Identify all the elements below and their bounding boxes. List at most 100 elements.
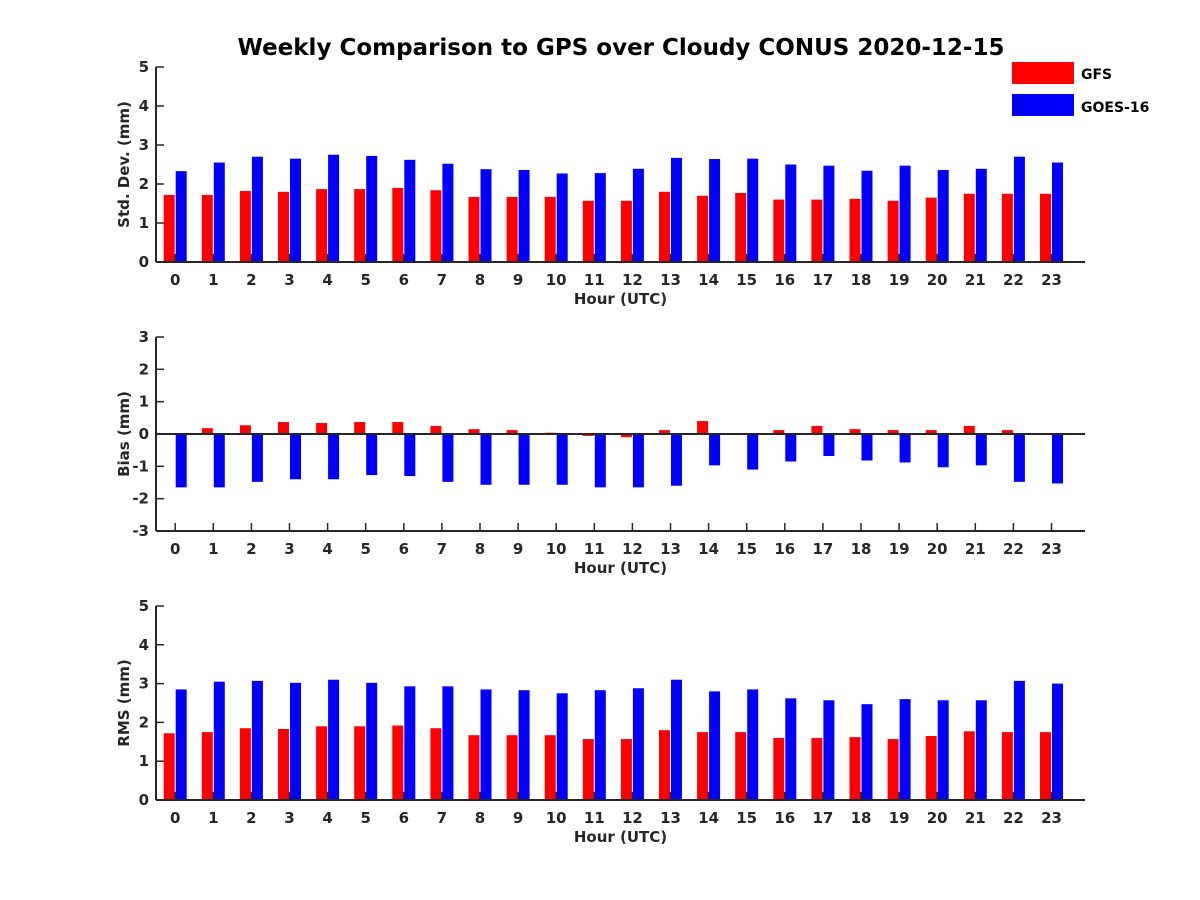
- rms-bar-gfs-hour-3: [278, 729, 289, 800]
- std-dev-x-tick-label: 10: [546, 271, 567, 289]
- rms-bar-goes16-hour-21: [975, 700, 987, 800]
- rms-bar-goes16-hour-1: [213, 681, 225, 800]
- std-dev-bar-gfs-hour-17: [811, 199, 823, 262]
- bias-bar-gfs-hour-13: [659, 430, 670, 434]
- rms-bar-goes16-hour-4: [328, 679, 340, 800]
- bias-x-tick-label: 8: [475, 540, 485, 558]
- bias-x-tick-label: 7: [437, 540, 447, 558]
- std-dev-bar-goes16-hour-0: [175, 171, 187, 262]
- std-dev-bar-goes16-hour-21: [975, 168, 987, 262]
- rms-bar-goes16-hour-0: [175, 689, 187, 800]
- bias-bar-goes16-hour-0: [175, 434, 187, 488]
- bias-x-tick-label: 14: [698, 540, 719, 558]
- bias-x-tick-label: 21: [965, 540, 986, 558]
- std-dev-bar-goes16-hour-14: [709, 159, 721, 262]
- rms-bar-gfs-hour-2: [239, 728, 251, 800]
- std-dev-y-axis-label: Std. Dev. (mm): [115, 101, 133, 228]
- rms-y-tick-label: 2: [139, 713, 149, 731]
- rms-bar-gfs-hour-19: [887, 739, 899, 800]
- rms-x-tick-label: 8: [475, 809, 485, 827]
- bias-bar-gfs-hour-3: [278, 422, 289, 434]
- std-dev-bar-gfs-hour-20: [925, 197, 937, 262]
- std-dev-bar-gfs-hour-21: [963, 193, 975, 262]
- std-dev-bar-gfs-hour-10: [544, 196, 556, 262]
- bias-bar-goes16-hour-1: [213, 434, 225, 488]
- bias-x-tick-label: 1: [208, 540, 218, 558]
- bias-x-tick-label: 17: [812, 540, 833, 558]
- rms-bars: [163, 679, 1063, 800]
- rms-x-tick-label: 17: [812, 809, 833, 827]
- std-dev-x-tick-label: 14: [698, 271, 719, 289]
- std-dev-x-tick-label: 9: [513, 271, 523, 289]
- bias-bar-gfs-hour-6: [392, 422, 404, 434]
- rms-x-tick-label: 1: [208, 809, 218, 827]
- rms-x-tick-label: 16: [774, 809, 795, 827]
- std-dev-x-tick-label: 15: [736, 271, 757, 289]
- rms-bar-gfs-hour-8: [468, 735, 480, 800]
- rms-x-tick-label: 0: [170, 809, 180, 827]
- rms-x-tick-label: 10: [546, 809, 567, 827]
- rms-bar-goes16-hour-23: [1052, 683, 1063, 800]
- std-dev-bar-goes16-hour-23: [1052, 162, 1063, 262]
- bias-bar-goes16-hour-18: [861, 434, 873, 461]
- rms-bar-goes16-hour-11: [594, 690, 606, 800]
- std-dev-x-tick-label: 20: [927, 271, 948, 289]
- rms-bar-gfs-hour-6: [392, 725, 404, 800]
- std-dev-bar-goes16-hour-9: [518, 169, 530, 262]
- rms-x-tick-label: 4: [322, 809, 332, 827]
- std-dev-bar-gfs-hour-9: [506, 196, 518, 262]
- bias-bar-goes16-hour-15: [747, 434, 759, 470]
- rms-x-tick-label: 21: [965, 809, 986, 827]
- rms-bar-gfs-hour-0: [163, 733, 175, 800]
- bias-x-tick-label: 19: [889, 540, 910, 558]
- std-dev-bar-goes16-hour-12: [632, 168, 644, 262]
- bias-bar-gfs-hour-8: [468, 429, 480, 434]
- rms-bar-gfs-hour-21: [963, 731, 975, 800]
- std-dev-bar-goes16-hour-6: [404, 159, 416, 262]
- std-dev-y-tick-label: 4: [139, 97, 149, 115]
- std-dev-bar-gfs-hour-13: [659, 191, 670, 262]
- bias-x-tick-label: 6: [399, 540, 409, 558]
- legend: GFS GOES-16: [1012, 62, 1149, 116]
- rms-bar-goes16-hour-20: [937, 700, 949, 800]
- rms-y-axis-label: RMS (mm): [115, 659, 133, 746]
- std-dev-bar-goes16-hour-19: [899, 165, 911, 262]
- std-dev-bar-goes16-hour-11: [594, 173, 606, 262]
- rms-bar-goes16-hour-15: [747, 689, 759, 800]
- bias-bar-goes16-hour-14: [709, 434, 721, 466]
- std-dev-x-tick-label: 8: [475, 271, 485, 289]
- rms-x-tick-label: 11: [584, 809, 605, 827]
- rms-bar-gfs-hour-18: [849, 737, 861, 800]
- std-dev-bar-goes16-hour-17: [823, 165, 835, 262]
- rms-x-tick-label: 7: [437, 809, 447, 827]
- bias-bar-gfs-hour-1: [201, 428, 213, 434]
- bias-bar-goes16-hour-5: [366, 434, 378, 476]
- rms-x-tick-label: 20: [927, 809, 948, 827]
- bias-x-tick-label: 2: [246, 540, 256, 558]
- rms-bar-goes16-hour-16: [785, 698, 797, 800]
- rms-x-tick-label: 13: [660, 809, 681, 827]
- rms-bar-goes16-hour-5: [366, 682, 378, 800]
- rms-y-tick-label: 5: [139, 597, 149, 615]
- bias-bars: [175, 421, 1063, 488]
- rms-bar-gfs-hour-22: [1001, 732, 1013, 800]
- std-dev-bar-goes16-hour-20: [937, 169, 949, 262]
- std-dev-x-tick-label: 11: [584, 271, 605, 289]
- bias-bar-goes16-hour-16: [785, 434, 797, 462]
- bias-bar-goes16-hour-2: [251, 434, 263, 482]
- bias-bar-goes16-hour-10: [556, 434, 568, 485]
- std-dev-bar-goes16-hour-8: [480, 169, 492, 262]
- rms-bar-gfs-hour-12: [620, 739, 632, 800]
- bias-x-tick-label: 9: [513, 540, 523, 558]
- rms-y-tick-label: 0: [139, 791, 149, 809]
- rms-x-tick-label: 6: [399, 809, 409, 827]
- std-dev-bar-gfs-hour-5: [354, 189, 366, 262]
- rms-x-tick-label: 18: [851, 809, 872, 827]
- std-dev-bar-goes16-hour-3: [290, 158, 301, 262]
- rms-y-tick-label: 4: [139, 636, 149, 654]
- rms-bar-gfs-hour-1: [201, 732, 213, 800]
- std-dev-x-tick-label: 3: [284, 271, 294, 289]
- rms-bar-goes16-hour-6: [404, 686, 416, 800]
